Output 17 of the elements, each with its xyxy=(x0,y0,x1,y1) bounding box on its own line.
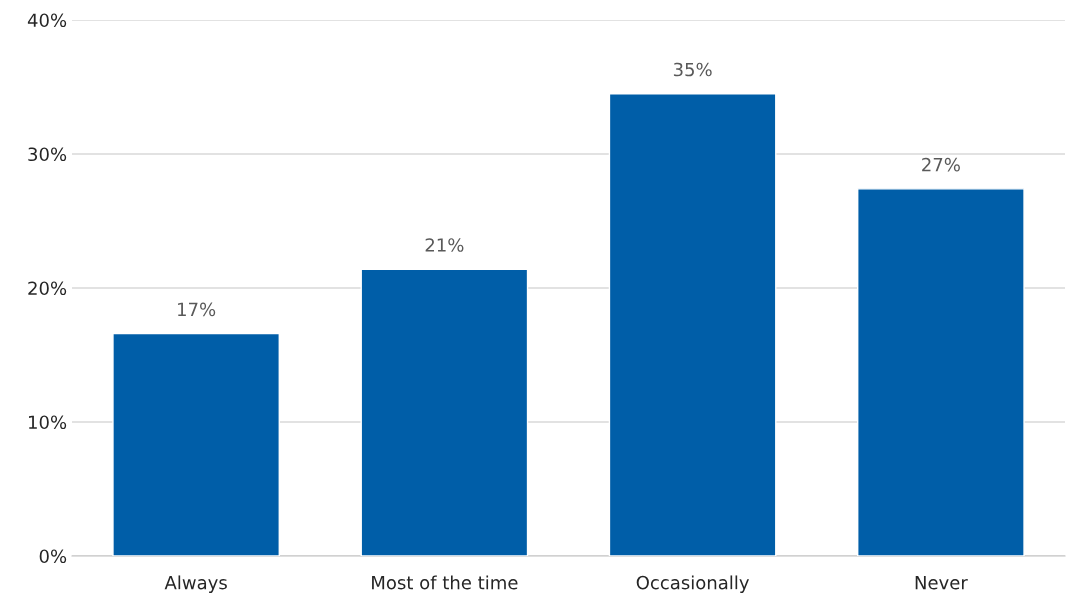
x-tick-label: Occasionally xyxy=(636,575,749,593)
data-label: 17% xyxy=(178,302,216,317)
y-tick-label: 30% xyxy=(28,147,67,162)
y-tick-label: 40% xyxy=(27,13,67,28)
data-label: 35% xyxy=(673,62,712,77)
x-tick-label: Always xyxy=(164,575,227,593)
y-tick-label: 10% xyxy=(28,415,67,430)
y-tick-label: 0% xyxy=(39,549,67,564)
bar xyxy=(112,332,280,556)
bar xyxy=(360,268,529,556)
bar xyxy=(857,188,1025,556)
y-tick-label: 20% xyxy=(28,281,67,296)
x-tick-label: Never xyxy=(915,576,968,590)
x-tick-label: Most of the time xyxy=(372,575,518,590)
data-label: 21% xyxy=(425,238,464,252)
data-label: 27% xyxy=(922,157,960,172)
bar xyxy=(608,93,777,556)
